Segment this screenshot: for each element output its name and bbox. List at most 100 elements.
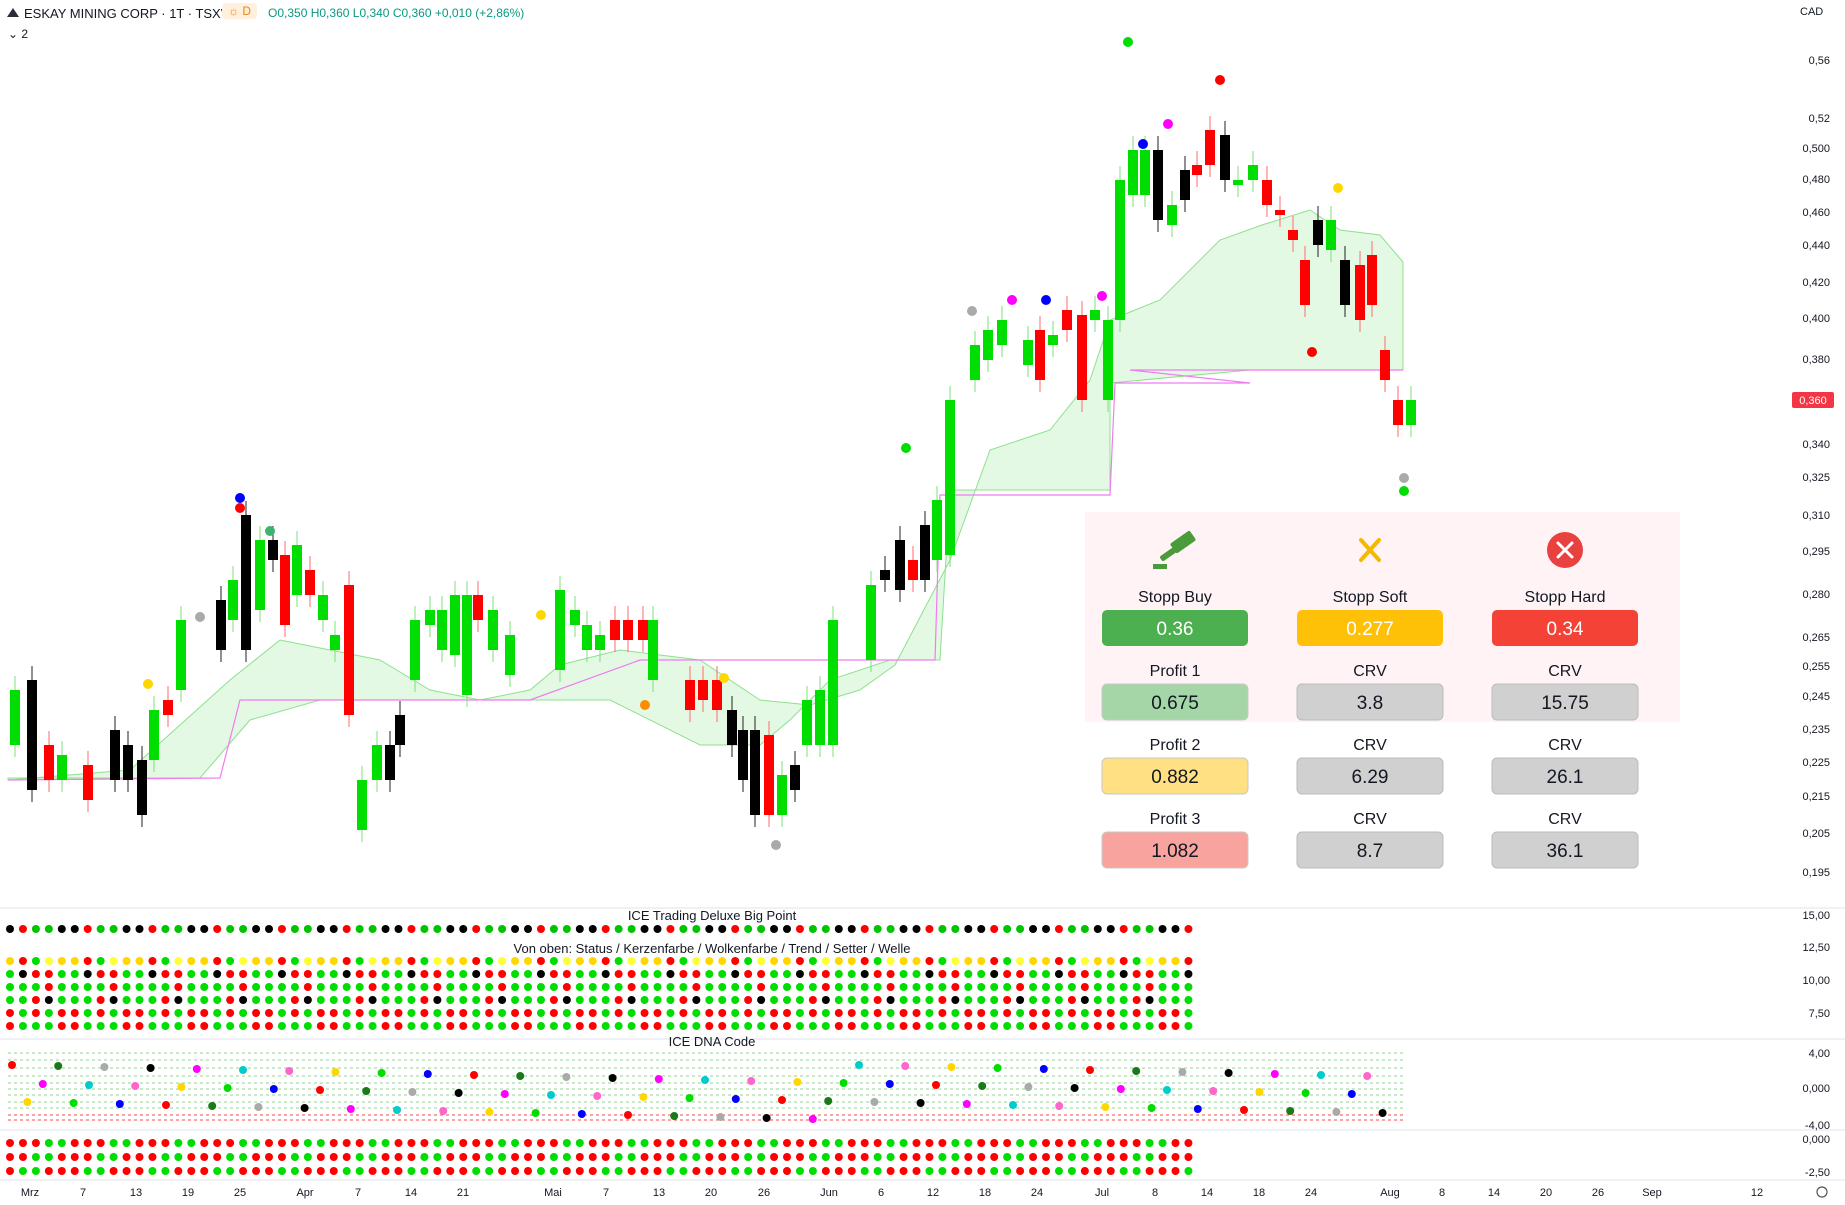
bottom-status-dot	[252, 1153, 261, 1161]
status-dot	[705, 925, 714, 933]
bottom-status-dot	[290, 1167, 299, 1175]
status-dot	[1080, 996, 1089, 1004]
time-axis-label: 20	[1540, 1187, 1552, 1199]
status-dot	[1145, 957, 1154, 965]
candle-body	[473, 595, 483, 620]
status-dot	[174, 925, 183, 933]
status-dot	[109, 1022, 118, 1030]
dna-dot	[1055, 1102, 1064, 1110]
bottom-status-dot	[44, 1153, 53, 1161]
bottom-status-dot	[938, 1167, 947, 1175]
status-dot	[1029, 925, 1038, 933]
status-dot	[96, 925, 105, 933]
status-dot	[1067, 1009, 1076, 1017]
bottom-status-dot	[265, 1167, 273, 1175]
status-dot	[666, 983, 675, 991]
bottom-status-dot	[808, 1153, 817, 1161]
indicators-toggle[interactable]: ⌄ 2	[8, 27, 28, 41]
status-dot	[588, 996, 597, 1004]
bottom-status-dot	[1119, 1167, 1128, 1175]
bottom-status-dot	[847, 1167, 856, 1175]
bottom-status-dot	[964, 1139, 973, 1147]
status-dot	[200, 1009, 209, 1017]
bottom-status-dot	[1145, 1167, 1154, 1175]
status-dot	[239, 957, 248, 965]
status-dot	[226, 983, 235, 991]
time-axis-label: 21	[457, 1187, 469, 1199]
status-dot	[239, 983, 248, 991]
status-dot	[290, 957, 299, 965]
dna-dot	[208, 1102, 217, 1110]
status-dot	[627, 1022, 636, 1030]
status-dot	[938, 1022, 947, 1030]
bottom-status-dot	[122, 1167, 131, 1175]
status-dot	[692, 983, 701, 991]
stop-hard-header: Stopp Hard	[1525, 589, 1606, 606]
status-dot	[588, 1009, 597, 1017]
status-dot	[290, 996, 299, 1004]
bottom-status-dot	[498, 1167, 507, 1175]
time-axis-label: 18	[1253, 1187, 1265, 1199]
status-dot	[860, 996, 869, 1004]
bottom-status-dot	[122, 1153, 131, 1161]
status-dot	[174, 1009, 183, 1017]
bottom-status-dot	[6, 1167, 14, 1175]
status-dot	[783, 957, 791, 965]
signal-dot	[143, 679, 153, 689]
bottom-status-dot	[614, 1153, 623, 1161]
bottom-status-dot	[718, 1139, 727, 1147]
status-dot	[744, 957, 753, 965]
signal-dot	[967, 306, 977, 316]
status-dot	[135, 983, 144, 991]
status-dot	[355, 1009, 364, 1017]
status-dot	[731, 957, 740, 965]
status-dot	[705, 1022, 714, 1030]
status-dot	[368, 1022, 377, 1030]
bottom-status-dot	[1158, 1153, 1167, 1161]
status-dot	[757, 996, 766, 1004]
status-dot	[213, 970, 222, 978]
dna-dot	[855, 1061, 863, 1069]
status-dot	[834, 957, 843, 965]
status-dot	[174, 996, 183, 1004]
candle-body	[970, 345, 980, 380]
status-dot	[1171, 983, 1180, 991]
panel-scale-label: 4,00	[1809, 1048, 1830, 1060]
status-dot	[57, 983, 66, 991]
bottom-status-dot	[485, 1167, 494, 1175]
status-dot	[96, 957, 105, 965]
candle-body	[1115, 180, 1125, 320]
profit-2-box	[1101, 757, 1249, 795]
currency-label[interactable]: CAD	[1800, 6, 1824, 18]
time-axis-label: 7	[603, 1187, 609, 1199]
bottom-status-dot	[640, 1139, 649, 1147]
status-dot	[873, 1022, 882, 1030]
signal-dot	[265, 526, 275, 536]
candle-body	[764, 735, 774, 815]
status-dot	[1132, 996, 1141, 1004]
candle-body	[1288, 230, 1298, 240]
dna-dot	[269, 1085, 278, 1093]
session-badge[interactable]: ☼ D	[222, 3, 258, 19]
status-dot	[705, 970, 714, 978]
bottom-status-dot	[57, 1167, 66, 1175]
candle-body	[330, 635, 340, 650]
status-dot	[575, 925, 584, 933]
status-dot	[770, 1022, 779, 1030]
status-dot	[744, 983, 753, 991]
status-dot	[122, 925, 131, 933]
status-dot	[562, 925, 571, 933]
status-dot	[83, 970, 92, 978]
symbol-title[interactable]: ESKAY MINING CORP · 1T · TSXV	[24, 6, 230, 21]
candle-body	[1326, 220, 1336, 250]
status-dot	[1145, 1009, 1154, 1017]
bottom-status-dot	[718, 1167, 727, 1175]
status-dot	[860, 970, 869, 978]
candle-body	[83, 765, 93, 800]
status-dot	[200, 970, 209, 978]
symbol-logo-icon	[6, 6, 20, 21]
status-dot	[265, 983, 273, 991]
price-tick-label: 0,255	[1802, 661, 1830, 673]
bottom-status-dot	[277, 1139, 286, 1147]
